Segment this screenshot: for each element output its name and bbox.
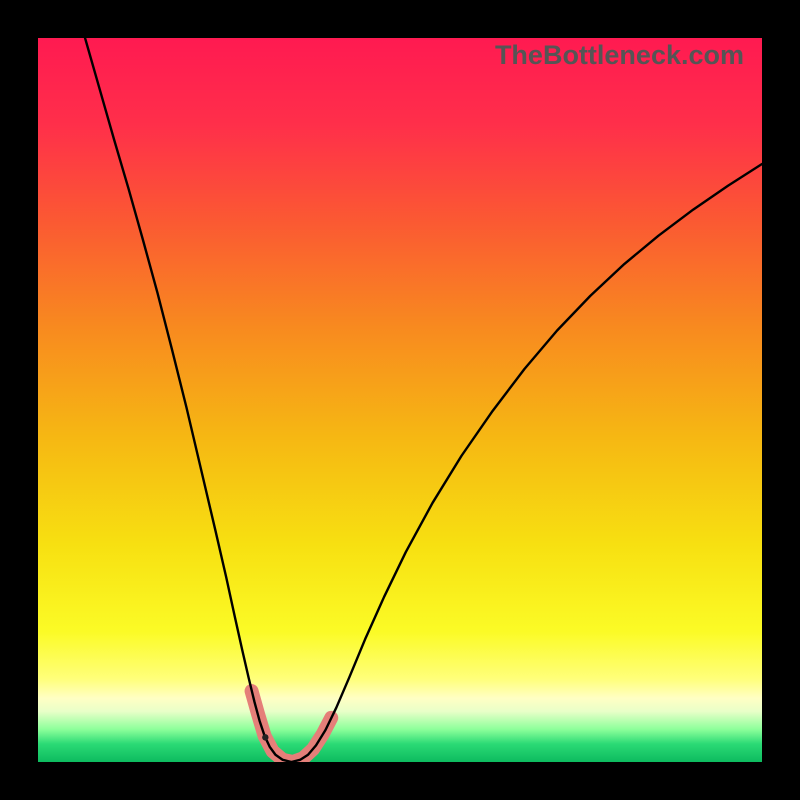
chart-frame: TheBottleneck.com — [0, 0, 800, 800]
curve-marker-dot — [262, 734, 268, 740]
watermark-text: TheBottleneck.com — [495, 40, 744, 71]
plot-background — [38, 38, 762, 762]
chart-svg — [38, 38, 762, 762]
